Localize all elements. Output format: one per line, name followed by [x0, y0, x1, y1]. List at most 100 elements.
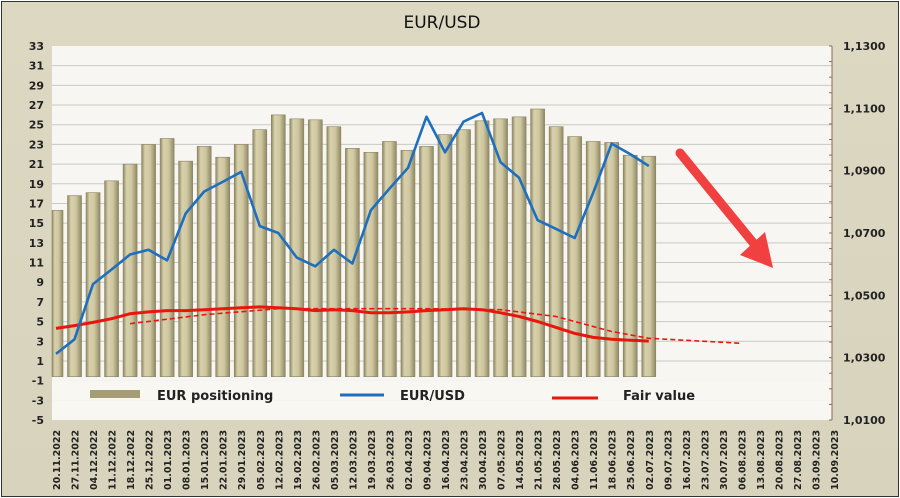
y-tick-label: 5: [36, 316, 44, 329]
x-tick-label: 14.05.2023: [515, 430, 526, 490]
legend-label-fair-value: Fair value: [623, 389, 695, 404]
bar-eur-positioning: [215, 156, 231, 377]
x-tick-label: 09.04.2023: [422, 430, 433, 490]
x-tick-label: 16.07.2023: [682, 430, 693, 490]
x-tick-label: 06.08.2023: [737, 430, 748, 490]
x-tick-label: 22.01.2023: [219, 430, 230, 490]
legend-swatch-positioning: [90, 390, 140, 398]
x-tick-label: 09.07.2023: [663, 430, 674, 490]
y-tick-label: 15: [29, 217, 44, 230]
x-tick-label: 20.11.2022: [52, 430, 63, 490]
bar-eur-positioning: [530, 108, 545, 377]
y-tick-label: -3: [32, 394, 44, 407]
y-tick-label: 19: [29, 178, 44, 191]
bar-eur-positioning: [622, 154, 638, 377]
y-tick-label: 3: [36, 335, 44, 348]
y-tick-label: 9: [36, 276, 44, 289]
bar-eur-positioning: [104, 180, 119, 377]
x-tick-label: 19.02.2023: [293, 430, 304, 490]
y-tick-label: 23: [29, 138, 44, 151]
x-tick-label: 16.04.2023: [441, 430, 452, 490]
bar-eur-positioning: [641, 155, 657, 377]
y-tick-label: -1: [32, 375, 44, 388]
bar-eur-positioning: [178, 160, 193, 377]
legend-label-eurusd: EUR/USD: [400, 389, 465, 404]
x-tick-label: 29.01.2023: [237, 430, 248, 490]
bar-eur-positioning: [289, 118, 305, 377]
x-tick-label: 19.03.2023: [367, 430, 378, 490]
y-tick-label: 21: [29, 158, 44, 171]
line-fair-value-trend: [130, 307, 742, 345]
y2-tick-label: 1,0700: [843, 227, 886, 240]
y-tick-label: 7: [36, 296, 44, 309]
y-tick-label: 33: [29, 40, 44, 53]
bar-eur-positioning: [567, 136, 582, 377]
bar-eur-positioning: [474, 120, 490, 377]
y-tick-label: 27: [29, 99, 44, 112]
line-eurusd: [55, 111, 650, 355]
bar-eur-positioning: [67, 195, 82, 377]
x-tick-label: 15.01.2023: [200, 430, 211, 490]
x-tick-label: 04.06.2023: [571, 430, 582, 490]
x-tick-label: 25.12.2022: [145, 430, 156, 490]
bar-eur-positioning: [196, 146, 212, 377]
x-tick-label: 25.06.2023: [626, 430, 637, 490]
x-tick-label: 01.01.2023: [163, 430, 174, 490]
bar-eur-positioning: [326, 126, 342, 377]
y2-tick-label: 1,0100: [843, 414, 886, 427]
x-tick-label: 05.03.2023: [330, 430, 341, 490]
y-tick-label: -5: [32, 414, 44, 427]
chart-title: EUR/USD: [403, 13, 480, 33]
y2-tick-label: 1,0500: [843, 289, 886, 302]
bar-eur-positioning: [604, 142, 620, 377]
line-fair-value: [55, 305, 649, 343]
bar-eur-positioning: [252, 129, 268, 377]
x-tick-label: 13.08.2023: [756, 430, 767, 490]
x-tick-label: 28.05.2023: [552, 430, 563, 490]
x-tick-label: 12.03.2023: [348, 430, 359, 490]
x-tick-label: 23.04.2023: [460, 430, 471, 490]
bar-eur-positioning: [233, 144, 249, 377]
legend: EUR positioning EUR/USD Fair value: [52, 380, 832, 418]
x-tick-label: 21.05.2023: [534, 430, 545, 490]
x-tick-label: 10.09.2023: [830, 430, 841, 490]
bar-eur-positioning: [51, 210, 64, 377]
x-tick-label: 03.09.2023: [811, 430, 822, 490]
y2-tick-label: 1,1300: [843, 40, 886, 53]
y-tick-label: 13: [29, 237, 44, 250]
x-tick-label: 04.12.2022: [89, 430, 100, 490]
y-tick-label: 11: [29, 257, 44, 270]
x-tick-label: 07.05.2023: [497, 430, 508, 490]
y-tick-label: 17: [29, 197, 44, 210]
x-tick-label: 08.01.2023: [182, 430, 193, 490]
bar-eur-positioning: [419, 146, 434, 377]
y-tick-label: 31: [29, 60, 44, 73]
x-tick-label: 23.07.2023: [700, 430, 711, 490]
bar-eur-positioning: [437, 134, 453, 377]
x-tick-label: 30.07.2023: [719, 430, 730, 490]
bar-eur-positioning: [270, 114, 286, 377]
bar-eur-positioning: [122, 163, 138, 377]
x-tick-label: 18.06.2023: [608, 430, 619, 490]
x-tick-label: 02.07.2023: [645, 430, 656, 490]
bar-eur-positioning: [456, 129, 471, 377]
x-tick-label: 11.06.2023: [589, 430, 600, 490]
x-tick-label: 11.12.2022: [108, 430, 119, 490]
y-tick-label: 1: [36, 355, 44, 368]
y2-tick-label: 1,0900: [843, 165, 886, 178]
x-tick-label: 26.03.2023: [385, 430, 396, 490]
bar-eur-positioning: [548, 126, 564, 377]
bar-eur-positioning: [363, 151, 379, 377]
x-tick-label: 27.11.2022: [71, 430, 82, 490]
bar-eur-positioning: [382, 141, 397, 377]
x-tick-label: 26.02.2023: [311, 430, 322, 490]
y2-tick-label: 1,1100: [843, 102, 886, 115]
legend-label-positioning: EUR positioning: [157, 389, 273, 404]
x-tick-label: 05.02.2023: [256, 430, 267, 490]
bar-eur-positioning: [493, 118, 508, 377]
x-tick-label: 02.04.2023: [404, 430, 415, 490]
y2-tick-label: 1,0300: [843, 352, 886, 365]
trend-arrow-annotation: [675, 148, 773, 268]
bar-eur-positioning: [511, 116, 527, 377]
